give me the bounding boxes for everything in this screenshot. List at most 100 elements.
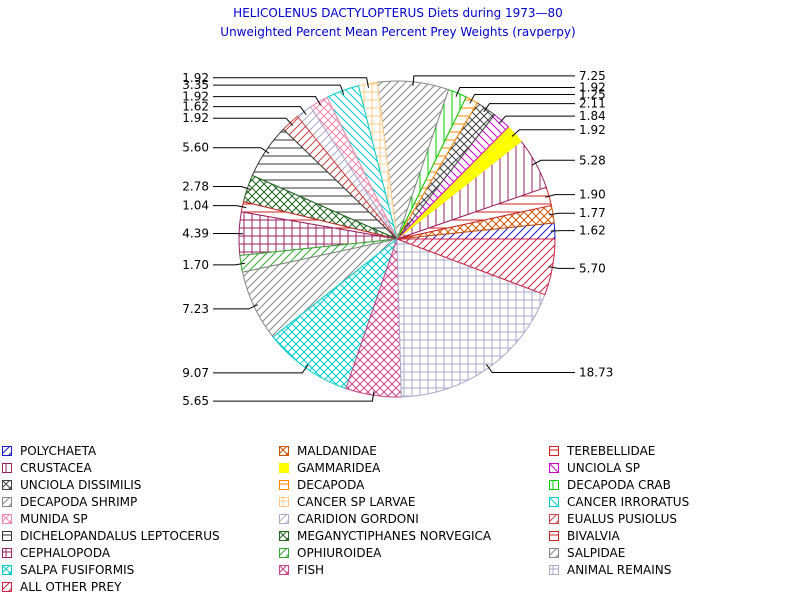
slice-label-cancer-sp-larvae: 1.92: [182, 71, 209, 85]
slice-label-caridion-gordoni: 1.62: [182, 100, 209, 114]
slice-label-crustacea: 5.28: [579, 153, 606, 167]
slice-label-polychaeta: 1.62: [579, 224, 606, 238]
legend-swatch-maldanidae: [279, 446, 289, 456]
slice-label-meganyctiphanes-norvegica: 2.78: [182, 180, 209, 194]
leader-line-meganyctiphanes-norvegica: [213, 186, 252, 191]
slice-label-cancer-irroratus: 3.35: [182, 78, 209, 92]
legend-item-munida-sp: MUNIDA SP: [2, 511, 88, 527]
slice-label-fish: 5.65: [182, 394, 209, 408]
slice-value-labels: 1.621.771.905.281.921.842.111.251.927.25…: [182, 69, 613, 408]
leader-line-unciola-dissimilis: [483, 103, 575, 113]
leader-line-gammaridea: [511, 129, 575, 137]
legend-item-terebellidae: TEREBELLIDAE: [549, 443, 655, 459]
slice-label-maldanidae: 1.77: [579, 206, 606, 220]
legend-swatch-decapoda-crab: [549, 480, 559, 490]
leader-line-salpidae: [213, 304, 258, 310]
legend-item-polychaeta: POLYCHAETA: [2, 443, 96, 459]
legend-label-bivalvia: BIVALVIA: [567, 529, 620, 543]
leader-line-ophiuroidea: [213, 262, 245, 266]
chart-title: HELICOLENUS DACTYLOPTERUS Diets during 1…: [233, 6, 563, 20]
legend-item-all-other-prey: ALL OTHER PREY: [2, 579, 121, 595]
leader-line-decapoda: [469, 94, 575, 104]
legend-swatch-unciola-dissimilis: [2, 480, 12, 490]
legend-label-cancer-sp-larvae: CANCER SP LARVAE: [297, 495, 416, 509]
legend-swatch-decapoda: [279, 480, 289, 490]
leader-line-crustacea: [531, 159, 575, 166]
leader-line-all-other-prey: [548, 266, 575, 269]
leader-line-decapoda-shrimp: [412, 75, 575, 86]
legend-item-eualus-pusiolus: EUALUS PUSIOLUS: [549, 511, 677, 527]
leader-line-fish: [213, 391, 375, 402]
slice-label-decapoda-crab: 1.92: [579, 81, 606, 95]
legend-swatch-ophiuroidea: [279, 548, 289, 558]
legend-item-fish: FISH: [279, 562, 324, 578]
legend-label-unciola-dissimilis: UNCIOLA DISSIMILIS: [20, 478, 142, 492]
slice-label-decapoda: 1.25: [579, 88, 606, 102]
legend-swatch-meganyctiphanes-norvegica: [279, 531, 289, 541]
leader-line-salpa-fusiformis: [213, 364, 309, 374]
legend-item-animal-remains: ANIMAL REMAINS: [549, 562, 671, 578]
legend-label-salpa-fusiformis: SALPA FUSIFORMIS: [20, 563, 135, 577]
legend-label-maldanidae: MALDANIDAE: [297, 444, 377, 458]
legend-label-polychaeta: POLYCHAETA: [20, 444, 97, 458]
legend-item-cephalopoda: CEPHALOPODA: [2, 545, 110, 561]
legend-item-bivalvia: BIVALVIA: [549, 528, 620, 544]
slice-label-ophiuroidea: 1.70: [182, 258, 209, 272]
legend-swatch-cancer-sp-larvae: [279, 497, 289, 507]
legend-item-decapoda-shrimp: DECAPODA SHRIMP: [2, 494, 137, 510]
legend-swatch-munida-sp: [2, 514, 12, 524]
slice-label-decapoda-shrimp: 7.25: [579, 69, 606, 83]
legend-swatch-salpa-fusiformis: [2, 565, 12, 575]
legend-item-salpa-fusiformis: SALPA FUSIFORMIS: [2, 562, 134, 578]
legend-item-meganyctiphanes-norvegica: MEGANYCTIPHANES NORVEGICA: [279, 528, 491, 544]
legend-label-unciola-sp: UNCIOLA SP: [567, 461, 640, 475]
legend-label-salpidae: SALPIDAE: [567, 546, 626, 560]
legend-swatch-polychaeta: [2, 446, 12, 456]
legend-swatch-dichelopandalus-leptocerus: [2, 531, 12, 541]
leader-line-caridion-gordoni: [213, 106, 307, 115]
legend-item-decapoda: DECAPODA: [279, 477, 364, 493]
pie-slices: [238, 80, 556, 398]
legend-item-cancer-irroratus: CANCER IRRORATUS: [549, 494, 689, 510]
leader-line-decapoda-crab: [455, 87, 575, 97]
legend-swatch-unciola-sp: [549, 463, 559, 473]
leader-line-maldanidae: [549, 212, 575, 216]
leader-line-eualus-pusiolus: [213, 117, 294, 126]
legend-swatch-salpidae: [549, 548, 559, 558]
legend-label-crustacea: CRUSTACEA: [20, 461, 92, 475]
slice-label-dichelopandalus-leptocerus: 5.60: [182, 141, 209, 155]
legend-swatch-eualus-pusiolus: [549, 514, 559, 524]
chart-subtitle: Unweighted Percent Mean Percent Prey Wei…: [220, 25, 575, 39]
legend-label-munida-sp: MUNIDA SP: [20, 512, 88, 526]
slice-label-terebellidae: 1.90: [579, 188, 606, 202]
legend-swatch-decapoda-shrimp: [2, 497, 12, 507]
legend-swatch-crustacea: [2, 463, 12, 473]
legend-item-gammaridea: GAMMARIDEA: [279, 460, 380, 476]
slice-label-salpidae: 7.23: [182, 302, 209, 316]
legend-label-decapoda-shrimp: DECAPODA SHRIMP: [20, 495, 138, 509]
slice-leader-lines: [213, 75, 575, 402]
leader-line-unciola-sp: [498, 115, 575, 124]
legend-label-eualus-pusiolus: EUALUS PUSIOLUS: [567, 512, 677, 526]
leader-line-cancer-sp-larvae: [213, 77, 369, 88]
slice-label-unciola-sp: 1.84: [579, 109, 606, 123]
slice-label-gammaridea: 1.92: [579, 123, 606, 137]
legend-item-caridion-gordoni: CARIDION GORDONI: [279, 511, 419, 527]
legend-label-gammaridea: GAMMARIDEA: [297, 461, 381, 475]
leader-line-dichelopandalus-leptocerus: [213, 147, 270, 154]
slice-label-eualus-pusiolus: 1.92: [182, 111, 209, 125]
legend-item-unciola-dissimilis: UNCIOLA DISSIMILIS: [2, 477, 141, 493]
legend-swatch-animal-remains: [549, 565, 559, 575]
legend-swatch-gammaridea: [279, 463, 289, 473]
slice-label-unciola-dissimilis: 2.11: [579, 97, 606, 111]
legend-label-decapoda-crab: DECAPODA CRAB: [567, 478, 671, 492]
legend-swatch-cephalopoda: [2, 548, 12, 558]
legend-item-maldanidae: MALDANIDAE: [279, 443, 377, 459]
legend-label-fish: FISH: [297, 563, 325, 577]
slice-label-all-other-prey: 5.70: [579, 261, 606, 275]
legend-label-cephalopoda: CEPHALOPODA: [20, 546, 111, 560]
legend-item-ophiuroidea: OPHIUROIDEA: [279, 545, 381, 561]
legend-label-animal-remains: ANIMAL REMAINS: [567, 563, 672, 577]
legend-item-cancer-sp-larvae: CANCER SP LARVAE: [279, 494, 415, 510]
